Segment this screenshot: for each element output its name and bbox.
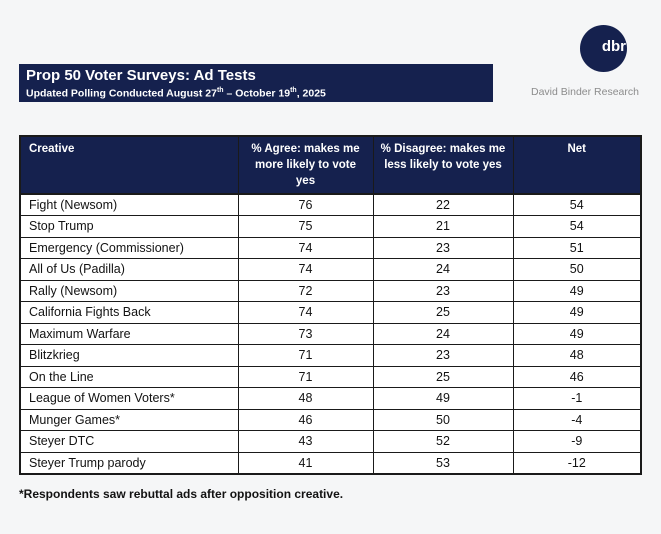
dbr-logo-text: dbr <box>601 38 626 55</box>
net-cell: 46 <box>512 365 642 388</box>
dbr-logo: dbr <box>580 25 627 72</box>
ad-test-table: Creative % Agree: makes me more likely t… <box>19 135 642 475</box>
disagree-cell: 21 <box>372 215 514 238</box>
net-cell: 49 <box>512 301 642 324</box>
creative-cell: Rally (Newsom) <box>19 279 239 302</box>
disagree-cell: 25 <box>372 301 514 324</box>
net-cell: 49 <box>512 279 642 302</box>
disagree-cell: 22 <box>372 193 514 216</box>
agree-cell: 74 <box>237 258 374 281</box>
table-row: Blitzkrieg 71 23 48 <box>19 344 642 367</box>
table-row: California Fights Back 74 25 49 <box>19 301 642 324</box>
footnote: *Respondents saw rebuttal ads after oppo… <box>19 487 344 501</box>
disagree-cell: 24 <box>372 258 514 281</box>
creative-cell: On the Line <box>19 365 239 388</box>
agree-cell: 46 <box>237 408 374 431</box>
net-cell: 49 <box>512 322 642 345</box>
agree-cell: 75 <box>237 215 374 238</box>
table-row: On the Line 71 25 46 <box>19 365 642 388</box>
creative-cell: California Fights Back <box>19 301 239 324</box>
agree-cell: 71 <box>237 344 374 367</box>
disagree-cell: 23 <box>372 236 514 259</box>
ad-test-table-container: Creative % Agree: makes me more likely t… <box>19 135 642 475</box>
subtitle-part-3: , 2025 <box>296 87 326 100</box>
table-row: Maximum Warfare 73 24 49 <box>19 322 642 345</box>
table-row: Steyer DTC 43 52 -9 <box>19 430 642 453</box>
table-row: Fight (Newsom) 76 22 54 <box>19 193 642 216</box>
header-row: Creative % Agree: makes me more likely t… <box>19 135 642 195</box>
net-cell: -1 <box>512 387 642 410</box>
agree-cell: 48 <box>237 387 374 410</box>
report-title: Prop 50 Voter Surveys: Ad Tests <box>26 67 256 84</box>
subtitle-superscript-2: th <box>290 87 297 94</box>
column-header-net: Net <box>512 135 642 195</box>
disagree-cell: 23 <box>372 344 514 367</box>
logo-caption: David Binder Research <box>531 86 639 98</box>
subtitle-part-2: – October 19 <box>223 87 291 100</box>
creative-cell: Steyer DTC <box>19 430 239 453</box>
disagree-cell: 50 <box>372 408 514 431</box>
creative-cell: Emergency (Commissioner) <box>19 236 239 259</box>
creative-cell: All of Us (Padilla) <box>19 258 239 281</box>
column-header-disagree: % Disagree: makes me less likely to vote… <box>372 135 514 195</box>
report-title-banner: Prop 50 Voter Surveys: Ad Tests Updated … <box>19 64 493 102</box>
agree-cell: 72 <box>237 279 374 302</box>
agree-cell: 76 <box>237 193 374 216</box>
disagree-cell: 24 <box>372 322 514 345</box>
table-row: Stop Trump 75 21 54 <box>19 215 642 238</box>
report-subtitle: Updated Polling Conducted August 27th – … <box>26 84 493 101</box>
net-cell: 54 <box>512 215 642 238</box>
agree-cell: 73 <box>237 322 374 345</box>
agree-cell: 74 <box>237 301 374 324</box>
table-row: All of Us (Padilla) 74 24 50 <box>19 258 642 281</box>
table-row: Rally (Newsom) 72 23 49 <box>19 279 642 302</box>
net-cell: 48 <box>512 344 642 367</box>
disagree-cell: 23 <box>372 279 514 302</box>
creative-cell: Stop Trump <box>19 215 239 238</box>
disagree-cell: 25 <box>372 365 514 388</box>
disagree-cell: 53 <box>372 451 514 474</box>
net-cell: 50 <box>512 258 642 281</box>
agree-cell: 43 <box>237 430 374 453</box>
table-row: Munger Games* 46 50 -4 <box>19 408 642 431</box>
creative-cell: League of Women Voters* <box>19 387 239 410</box>
column-header-creative: Creative <box>19 135 239 195</box>
creative-cell: Blitzkrieg <box>19 344 239 367</box>
table-row: League of Women Voters* 48 49 -1 <box>19 387 642 410</box>
net-cell: 51 <box>512 236 642 259</box>
net-cell: -12 <box>512 451 642 474</box>
net-cell: 54 <box>512 193 642 216</box>
disagree-cell: 49 <box>372 387 514 410</box>
table-row: Emergency (Commissioner) 74 23 51 <box>19 236 642 259</box>
agree-cell: 71 <box>237 365 374 388</box>
creative-cell: Munger Games* <box>19 408 239 431</box>
column-header-agree: % Agree: makes me more likely to vote ye… <box>237 135 374 195</box>
subtitle-superscript-1: th <box>216 87 224 94</box>
agree-cell: 41 <box>237 451 374 474</box>
table-row: Steyer Trump parody 41 53 -12 <box>19 451 642 474</box>
creative-cell: Fight (Newsom) <box>19 193 239 216</box>
subtitle-part-1: Updated Polling Conducted August 27 <box>26 87 217 100</box>
net-cell: -4 <box>512 408 642 431</box>
net-cell: -9 <box>512 430 642 453</box>
creative-cell: Maximum Warfare <box>19 322 239 345</box>
creative-cell: Steyer Trump parody <box>19 451 239 474</box>
disagree-cell: 52 <box>372 430 514 453</box>
agree-cell: 74 <box>237 236 374 259</box>
